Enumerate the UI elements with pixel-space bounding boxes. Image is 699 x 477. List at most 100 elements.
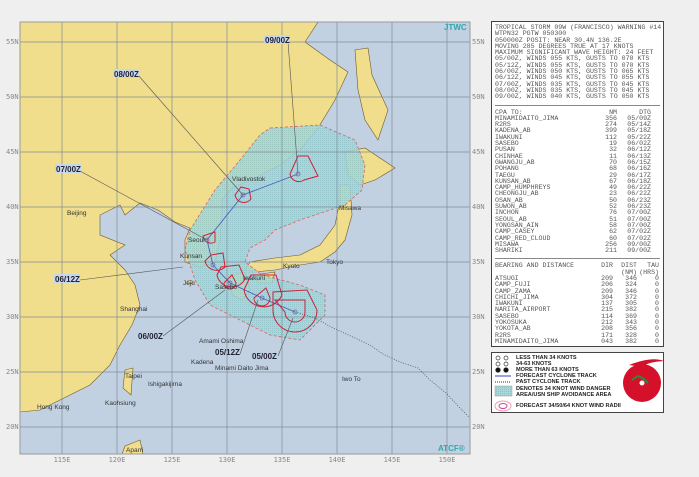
bearing-row-cell: 0 (655, 274, 659, 282)
jeju (186, 280, 194, 284)
cpa-row-cell: 06/23Z (627, 203, 651, 211)
cpa-row: SHARIKI 211 09/00Z (495, 247, 660, 255)
cpa-row: PUSAN 32 06/12Z (495, 146, 660, 154)
cpa-row-cell: GWANGJU_AB (495, 158, 535, 166)
wind-radii (202, 155, 319, 333)
svg-text:Jeju: Jeju (183, 280, 195, 287)
forecast-line-cell: 09/00Z, WINDS 040 KTS, GUSTS TO 050 KTS (495, 93, 650, 101)
cpa-row-cell: 52 (609, 203, 617, 211)
cpa-row: SASEBO 19 06/02Z (495, 140, 660, 147)
svg-text:40N: 40N (6, 203, 19, 211)
header-line-cell: WTPN32 PGTW 050300 (495, 30, 567, 38)
cpa-row-cell: 09/00Z (627, 247, 651, 255)
cpa-row: YONGSAN_AIN 58 07/00Z (495, 221, 660, 229)
bearing-row-cell: 208 (601, 325, 613, 333)
legend-wind-radii: FORECAST 34/50/64 KNOT WIND RADII (516, 403, 621, 409)
cpa-row-cell: 112 (605, 133, 617, 141)
track-labels: 09/00Z 08/00Z 07/00Z 06/12Z 06/00Z 05/12… (54, 35, 290, 361)
svg-text:140E: 140E (329, 456, 346, 464)
svg-text:20N: 20N (6, 423, 19, 431)
cpa-row-cell: YONGSAN_AIN (495, 221, 539, 229)
cpa-row-cell: 07/02Z (627, 228, 651, 236)
header-line-cell: MOVING 285 DEGREES TRUE AT 17 KNOTS (495, 42, 634, 50)
cpa-row-cell: 06/16Z (627, 165, 651, 173)
cpa-row-cell: CAMP_HUMPHREYS (495, 184, 551, 192)
svg-text:150E: 150E (439, 456, 456, 464)
header-line-cell: 050000Z POSIT: NEAR 30.4N 136.2E (495, 36, 622, 44)
svg-text:Sasebo: Sasebo (215, 284, 237, 291)
jtwc-seal-icon (623, 359, 664, 402)
bearing-row: SASEBO 114 369 0 (495, 312, 660, 320)
bearing-row-cell: NARITA_AIRPORT (495, 306, 551, 314)
bearing-row-cell: CHICHI_JIMA (495, 293, 539, 301)
bearing-row: NARITA_AIRPORT 215 382 0 (495, 306, 660, 314)
taiwan (122, 367, 134, 396)
cpa-row-cell: TAEGU (495, 171, 515, 179)
cpa-row-cell: CHINHAE (495, 152, 523, 160)
header-line: MOVING 285 DEGREES TRUE AT 17 KNOTS (495, 42, 660, 50)
grid (20, 22, 470, 454)
label-06-00z: 06/00Z (138, 332, 163, 341)
legend-more-63: MORE THAN 63 KNOTS (516, 367, 579, 373)
cpa-row: SUWON_AB 52 06/23Z (495, 203, 660, 211)
cpa-row-cell: SEOUL_AB (495, 215, 527, 223)
cpa-row-cell: 49 (609, 184, 617, 192)
svg-text:50N: 50N (472, 93, 485, 101)
forecast-line-cell: 05/00Z, WINDS 055 KTS, GUSTS TO 070 KTS (495, 55, 650, 63)
forecast-line-cell: 05/12Z, WINDS 055 KTS, GUSTS TO 070 KTS (495, 61, 650, 69)
header-line: 050000Z POSIT: NEAR 30.4N 136.2E (495, 36, 660, 44)
bearing-row-cell: 328 (625, 331, 637, 339)
svg-text:Aparri: Aparri (126, 447, 143, 454)
header-line: MAXIMUM SIGNIFICANT WAVE HEIGHT: 24 FEET (495, 49, 660, 56)
label-06-12z: 06/12Z (55, 275, 80, 284)
bearing-row-cell: 382 (625, 337, 637, 345)
bearing-row-cell: 209 (601, 287, 613, 295)
cpa-row-cell: 62 (609, 228, 617, 236)
forecast-line: 07/00Z, WINDS 035 KTS, GUSTS TO 045 KTS (495, 80, 660, 88)
cpa-row: MINAMIDAITO_JIMA 356 05/09Z (495, 115, 660, 122)
cpa-header: CPA TO: NM DTG (495, 108, 651, 116)
legend-34-63: 34-63 KNOTS (516, 361, 552, 367)
bearing-row: R2RS 171 328 0 (495, 331, 660, 339)
cpa-row-cell: 60 (609, 234, 617, 242)
legend-past-track: PAST CYCLONE TRACK (516, 379, 581, 385)
bearing-row-cell: 0 (655, 331, 659, 339)
cpa-row: R2RS 274 05/14Z (495, 121, 660, 128)
svg-text:Seoul: Seoul (188, 237, 205, 244)
svg-text:Taipei: Taipei (125, 373, 142, 380)
forecast-line-cell: 06/00Z, WINDS 050 KTS, GUSTS TO 065 KTS (495, 68, 650, 76)
bearing-row: CHICHI_JIMA 304 372 0 (495, 293, 660, 301)
forecast-line-cell: 07/00Z, WINDS 035 KTS, GUSTS TO 045 KTS (495, 80, 650, 88)
bearing-row-cell: YOKOSUKA (495, 319, 527, 327)
cpa-row-cell: 06/22Z (627, 190, 651, 198)
cpa-list: MINAMIDAITO_JIMA 356 05/09Z R2RS 274 05/14Z KA… (495, 115, 660, 255)
svg-text:30N: 30N (472, 313, 485, 321)
svg-text:25N: 25N (6, 368, 19, 376)
latitude-labels: 55N 50N 45N 40N 35N 30N 25N 20N 55N 50N 45N 40N 35N… (6, 38, 485, 431)
cpa-row-cell: 07/00Z (627, 215, 651, 223)
cpa-row-cell: POHANG (495, 165, 519, 173)
cpa-row: OSAN_AB 50 06/23Z (495, 197, 660, 204)
cpa-row: POHANG 68 06/16Z (495, 165, 660, 173)
forecast-line: 05/12Z, WINDS 055 KTS, GUSTS TO 070 KTS (495, 61, 660, 69)
bearing-row-cell: 369 (625, 312, 637, 320)
cpa-row: GWANGJU_AB 70 06/15Z (495, 158, 660, 166)
bearing-row: CAMP_ZAMA 209 346 0 (495, 287, 660, 295)
cpa-row-cell: 06/12Z (627, 146, 651, 154)
forecast-line: 08/00Z, WINDS 035 KTS, GUSTS TO 045 KTS (495, 87, 660, 94)
past-track (294, 311, 470, 419)
bearing-list: ATSUGI 209 346 0 CAMP_FUJI 206 324 0 CAMP_ZAMA 20… (495, 274, 660, 345)
bearing-units: (NM) (HRS) (621, 268, 659, 276)
longitude-labels: 115E 120E 125E 130E 135E 140E 145E 150E (54, 456, 456, 464)
cpa-row-cell: 70 (609, 158, 617, 166)
cpa-row-cell: 67 (609, 177, 617, 185)
cpa-row: CHEONGJU_AB 23 06/22Z (495, 190, 660, 198)
cpa-row-cell: 51 (609, 215, 617, 223)
forecast-line-cell: 06/12Z, WINDS 045 KTS, GUSTS TO 055 KTS (495, 74, 650, 82)
map-frame (19, 21, 471, 455)
bearing-row-cell: SASEBO (495, 312, 519, 320)
svg-text:Beijing: Beijing (67, 210, 87, 217)
bearing-row: CAMP_FUJI 206 324 0 (495, 281, 660, 288)
svg-text:145E: 145E (384, 456, 401, 464)
cpa-row: CAMP_RED_CLOUD 60 07/02Z (495, 234, 660, 242)
